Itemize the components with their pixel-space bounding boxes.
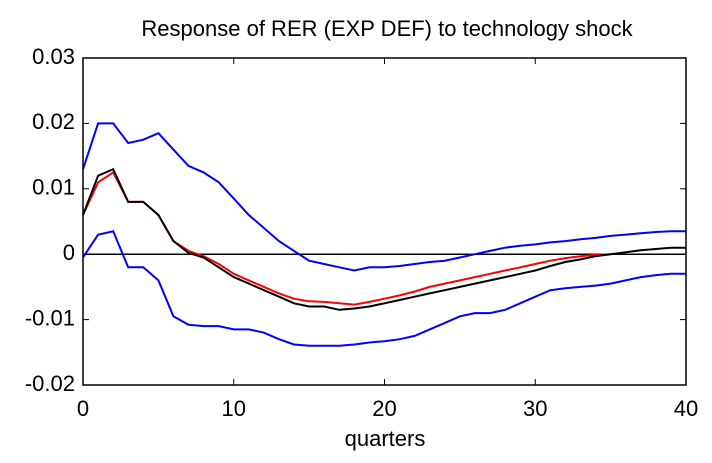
x-tick-label: 0 <box>77 396 89 421</box>
y-tick-label: -0.02 <box>25 371 75 396</box>
x-tick-label: 20 <box>372 396 396 421</box>
y-tick-label: 0.01 <box>32 175 75 200</box>
series-line <box>82 170 611 306</box>
x-axis-label: quarters <box>345 426 426 451</box>
series-line <box>82 167 686 311</box>
x-tick-label: 40 <box>674 396 698 421</box>
series-line <box>82 122 686 272</box>
y-tick-label: 0 <box>63 240 75 265</box>
plot-frame <box>82 57 687 386</box>
y-tick-label: -0.01 <box>25 305 75 330</box>
series-line <box>82 230 686 347</box>
x-tick-label: 30 <box>523 396 547 421</box>
chart-title: Response of RER (EXP DEF) to technology … <box>141 16 633 41</box>
y-tick-label: 0.03 <box>32 44 75 69</box>
y-tick-label: 0.02 <box>32 109 75 134</box>
x-tick-label: 10 <box>222 396 246 421</box>
